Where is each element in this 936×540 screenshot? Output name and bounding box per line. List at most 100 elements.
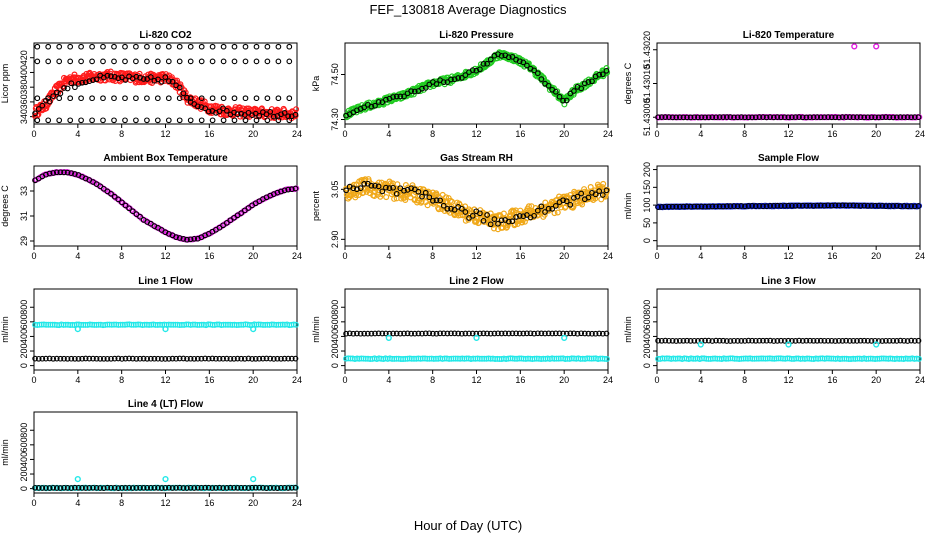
data-point-black (448, 76, 454, 83)
data-point-black (166, 355, 172, 362)
data-point-black (93, 76, 100, 83)
data-point-black (832, 114, 839, 121)
data-point-black (716, 337, 723, 344)
data-point-black (872, 114, 878, 121)
y-tick-label: 600 (330, 314, 340, 329)
data-point-black (807, 202, 813, 209)
data-point-black (480, 61, 487, 67)
x-tick-label: 0 (654, 375, 659, 385)
y-tick-label: 51.43000 (642, 98, 652, 136)
data-point-black (137, 355, 143, 362)
data-point-black (857, 337, 864, 344)
data-point-black (133, 355, 140, 362)
panel-ylabel: percent (311, 190, 321, 221)
data-point-black (469, 67, 476, 73)
data-point-black (50, 170, 57, 176)
data-point-black (53, 169, 60, 176)
data-point-black (433, 197, 440, 204)
data-point-black (723, 114, 730, 120)
outlier-point (242, 43, 249, 50)
data-point-black (603, 67, 610, 74)
outlier-point (111, 43, 117, 50)
y-tick-label: 380 (19, 80, 29, 95)
data-point-black (162, 356, 169, 362)
x-tick-label: 16 (515, 129, 525, 139)
data-point-black (897, 114, 904, 120)
data-point-black (361, 181, 368, 187)
data-point-black (241, 355, 248, 362)
data-point-black (861, 202, 868, 209)
data-point-black (484, 60, 490, 67)
data-point-black (426, 194, 433, 201)
data-point-black (872, 202, 878, 209)
outlier-point (34, 117, 41, 124)
x-tick-label: 12 (160, 129, 170, 139)
y-tick-label: 400 (642, 329, 652, 344)
panel-title: Li-820 Pressure (439, 30, 514, 41)
x-tick-label: 12 (160, 498, 170, 508)
data-point-black (79, 355, 85, 362)
outlier-point (286, 117, 293, 124)
data-point-orange (391, 195, 398, 202)
data-point-black (158, 356, 165, 362)
data-point-black (50, 355, 57, 362)
chart-panel-8: Line 3 Flow ml/min 0 4 8 12 16 20 24 0 20040060080… (623, 276, 925, 385)
x-tick-label: 24 (603, 251, 613, 261)
x-tick-label: 16 (204, 375, 214, 385)
outlier-point (56, 117, 63, 124)
data-point-black (578, 190, 585, 197)
data-point-black (274, 485, 281, 491)
outlier-point (264, 58, 271, 65)
data-point-black (911, 114, 918, 120)
data-point-black (79, 79, 85, 86)
data-point-black (854, 338, 860, 344)
data-point-black (658, 337, 665, 344)
data-point-black (43, 171, 49, 178)
data-point-black (104, 72, 111, 79)
data-point-black (278, 355, 284, 362)
data-point-black (534, 207, 541, 214)
data-point-black (836, 114, 842, 121)
data-point-black (734, 203, 741, 210)
data-point-black (176, 355, 183, 362)
data-point-black (129, 208, 136, 215)
data-point-black (469, 213, 476, 219)
data-point-black (93, 355, 100, 362)
chart-panel-3: Ambient Box Temperature degrees C 0 4 8 12 16 2… (0, 153, 302, 261)
data-point-black (901, 203, 907, 209)
x-tick-label: 16 (827, 375, 837, 385)
data-point-black (176, 84, 183, 91)
data-point-black (57, 485, 64, 491)
data-point-black (82, 485, 89, 491)
outlier-point (220, 58, 227, 65)
outlier-point (253, 95, 260, 102)
data-point-black (220, 355, 226, 362)
outlier-point (34, 43, 41, 50)
data-point-black (278, 188, 284, 195)
data-point-black (426, 330, 433, 337)
data-point-black (745, 203, 752, 209)
data-point-black (122, 202, 129, 209)
data-point-black (864, 114, 871, 121)
x-tick-label: 24 (292, 129, 302, 139)
data-point-black (133, 73, 140, 80)
data-point-black (64, 355, 71, 362)
data-point-black (72, 355, 78, 362)
x-tick-label: 24 (292, 251, 302, 261)
outlier-point (89, 117, 95, 124)
data-point-black (184, 236, 190, 243)
outlier-point (133, 43, 139, 50)
data-point-black (821, 337, 828, 344)
data-point-black (444, 79, 451, 85)
data-point-black (516, 58, 523, 65)
plot-frame (344, 42, 609, 125)
y-tick-label: 200 (642, 344, 652, 359)
data-point-black (357, 185, 364, 191)
data-point-black (462, 330, 469, 337)
data-point-black (720, 114, 727, 120)
data-point-black (680, 337, 687, 344)
data-point-black (61, 169, 67, 176)
data-point-black (119, 74, 125, 81)
data-point-cyan (915, 355, 922, 362)
